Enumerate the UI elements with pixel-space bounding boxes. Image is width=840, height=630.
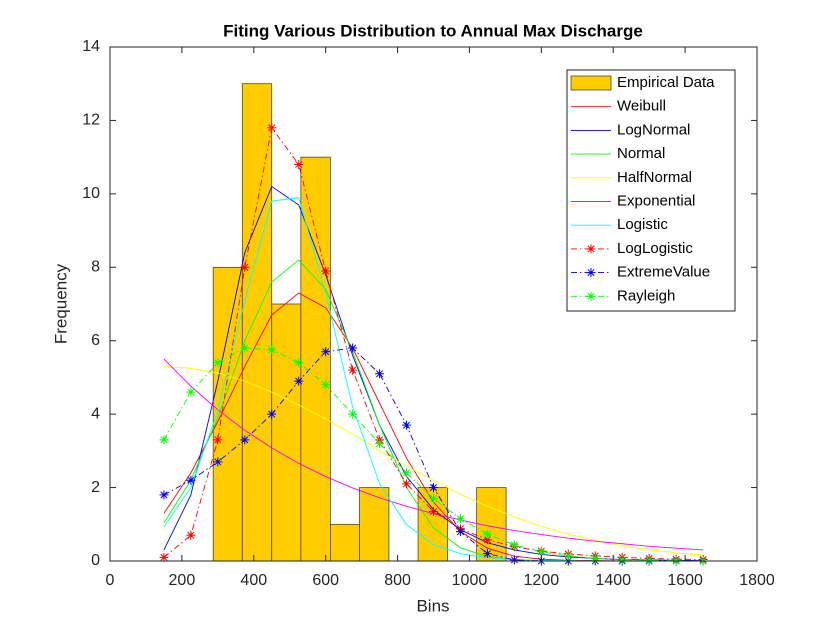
histogram-bar — [329, 523, 360, 562]
star-marker — [348, 343, 358, 353]
x-tick-label: 1800 — [739, 572, 775, 589]
star-marker — [563, 551, 573, 561]
star-marker — [455, 514, 465, 524]
star-marker — [348, 409, 358, 419]
histogram-bar — [241, 83, 273, 562]
legend-swatch — [570, 75, 612, 91]
x-tick-label: 1000 — [452, 572, 488, 589]
x-axis-label: Bins — [416, 596, 449, 615]
star-marker — [617, 555, 627, 565]
star-marker — [294, 376, 304, 386]
star-marker — [240, 343, 250, 353]
legend-label: Weibull — [617, 98, 666, 115]
star-marker — [402, 420, 412, 430]
star-marker — [455, 527, 465, 537]
star-marker — [375, 369, 385, 379]
legend-label: Logistic — [617, 216, 668, 233]
legend-label: Rayleigh — [617, 287, 675, 304]
star-marker — [348, 365, 358, 375]
star-marker — [429, 483, 438, 493]
star-marker — [429, 506, 438, 516]
legend-label: ExtremeValue — [617, 264, 710, 281]
star-marker — [186, 387, 196, 397]
star-marker — [294, 358, 304, 368]
x-tick-label: 600 — [312, 572, 339, 589]
histogram-bar — [212, 266, 243, 562]
star-marker — [482, 535, 492, 545]
star-marker — [536, 547, 546, 557]
star-marker — [482, 549, 492, 559]
curve — [163, 365, 704, 556]
star-marker — [402, 479, 412, 489]
legend-label: LogLogistic — [617, 240, 693, 257]
y-axis-label: Frequency — [51, 263, 70, 344]
star-marker — [321, 347, 331, 357]
star-marker — [186, 530, 196, 540]
star-marker — [159, 552, 169, 562]
x-tick-label: 1200 — [524, 572, 560, 589]
legend-label: Exponential — [617, 192, 695, 209]
star-marker — [240, 262, 250, 272]
star-marker — [267, 409, 277, 419]
star-marker — [159, 435, 169, 445]
y-tick-label: 4 — [91, 405, 100, 422]
axes-box — [109, 46, 758, 562]
star-marker — [586, 244, 596, 254]
chart-title: Fiting Various Distribution to Annual Ma… — [223, 21, 643, 40]
star-marker — [429, 494, 438, 504]
star-marker — [402, 468, 412, 478]
star-marker — [213, 358, 223, 368]
star-marker — [509, 540, 519, 550]
star-marker — [375, 439, 385, 449]
x-tick-label: 1400 — [595, 572, 631, 589]
x-tick-label: 1600 — [667, 572, 703, 589]
histogram-bar — [359, 487, 390, 562]
star-marker — [186, 475, 196, 485]
x-tick-label: 400 — [240, 572, 267, 589]
star-marker — [159, 490, 169, 500]
star-marker — [240, 435, 250, 445]
star-marker — [267, 345, 277, 355]
legend-label: HalfNormal — [617, 169, 692, 186]
star-marker — [509, 555, 519, 565]
legend-label: LogNormal — [617, 121, 690, 138]
star-marker — [321, 380, 331, 390]
y-tick-label: 12 — [82, 112, 100, 129]
histogram-bar — [300, 156, 331, 562]
y-tick-label: 14 — [82, 38, 100, 55]
star-marker — [321, 266, 331, 276]
star-marker — [482, 529, 492, 539]
star-marker — [213, 457, 223, 467]
star-marker — [213, 435, 223, 445]
star-marker — [586, 268, 596, 278]
y-tick-label: 2 — [91, 479, 100, 496]
legend-box — [566, 69, 736, 312]
legend: Empirical Data Weibull LogNormal Normal Half… — [566, 69, 736, 312]
star-marker — [644, 555, 654, 565]
x-tick-label: 0 — [106, 572, 115, 589]
legend-label: Empirical Data — [617, 74, 715, 91]
x-tick-label: 800 — [384, 572, 411, 589]
star-marker — [294, 159, 304, 169]
series — [163, 365, 704, 556]
star-marker — [590, 553, 600, 563]
histogram-bar — [271, 303, 302, 562]
y-tick-label: 10 — [82, 185, 100, 202]
legend-label: Normal — [617, 145, 665, 162]
y-tick-label: 8 — [91, 259, 100, 276]
x-tick-label: 200 — [169, 572, 196, 589]
y-tick-label: 6 — [91, 332, 100, 349]
y-tick-label: 0 — [91, 552, 100, 569]
star-marker — [586, 291, 596, 301]
star-marker — [267, 123, 277, 133]
